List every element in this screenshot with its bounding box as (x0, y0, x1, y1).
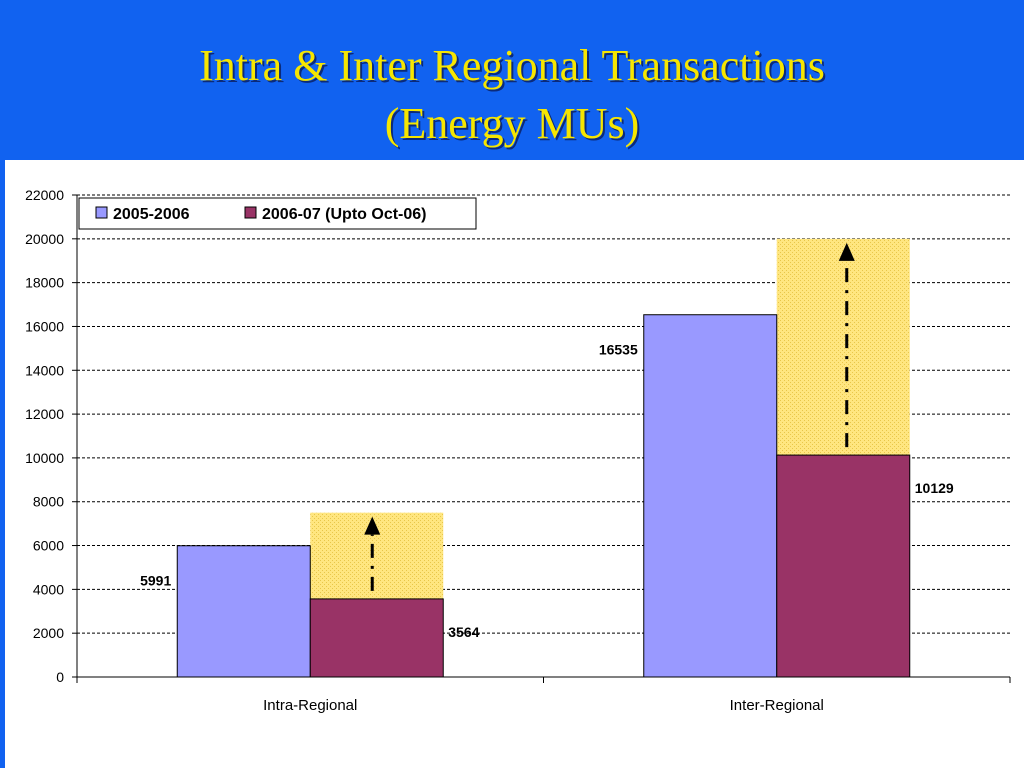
x-category-label: Inter-Regional (730, 697, 824, 714)
data-label: 16535 (599, 342, 638, 358)
bar-2006-07 (309, 598, 444, 678)
y-tick-label: 14000 (25, 362, 64, 378)
y-tick-label: 4000 (33, 581, 64, 597)
x-category-label: Intra-Regional (263, 697, 357, 714)
y-tick-label: 10000 (25, 450, 64, 466)
bar-2005-2006 (176, 545, 311, 678)
arrow-head-icon (838, 242, 855, 261)
y-tick-label: 16000 (25, 318, 64, 334)
legend-box (78, 197, 477, 230)
y-tick-label: 18000 (25, 275, 64, 291)
y-tick-label: 22000 (25, 187, 64, 203)
legend-swatch-2006-07 (244, 206, 257, 219)
legend-label: 2006-07 (Upto Oct-06) (262, 206, 427, 223)
projection-area (776, 238, 910, 456)
data-label: 3564 (448, 624, 479, 640)
bar-2006-07 (776, 454, 911, 678)
y-tick-label: 20000 (25, 231, 64, 247)
data-label: 10129 (915, 480, 954, 496)
y-tick-label: 2000 (33, 625, 64, 641)
slide-header: Intra & Inter Regional Transactions (Ene… (0, 0, 1024, 160)
slide-title-line1: Intra & Inter Regional Transactions (199, 41, 825, 90)
y-tick-label: 0 (56, 669, 64, 685)
legend-swatch-2005-2006 (95, 206, 108, 219)
slide-title-line2: (Energy MUs) (384, 99, 640, 148)
projection-area (310, 512, 444, 599)
arrow-head-icon (364, 516, 381, 535)
y-tick-label: 8000 (33, 494, 64, 510)
y-tick-label: 12000 (25, 406, 64, 422)
legend-label: 2005-2006 (113, 206, 190, 223)
data-label: 5991 (140, 573, 171, 589)
y-tick-label: 6000 (33, 538, 64, 554)
bar-2005-2006 (643, 314, 778, 678)
